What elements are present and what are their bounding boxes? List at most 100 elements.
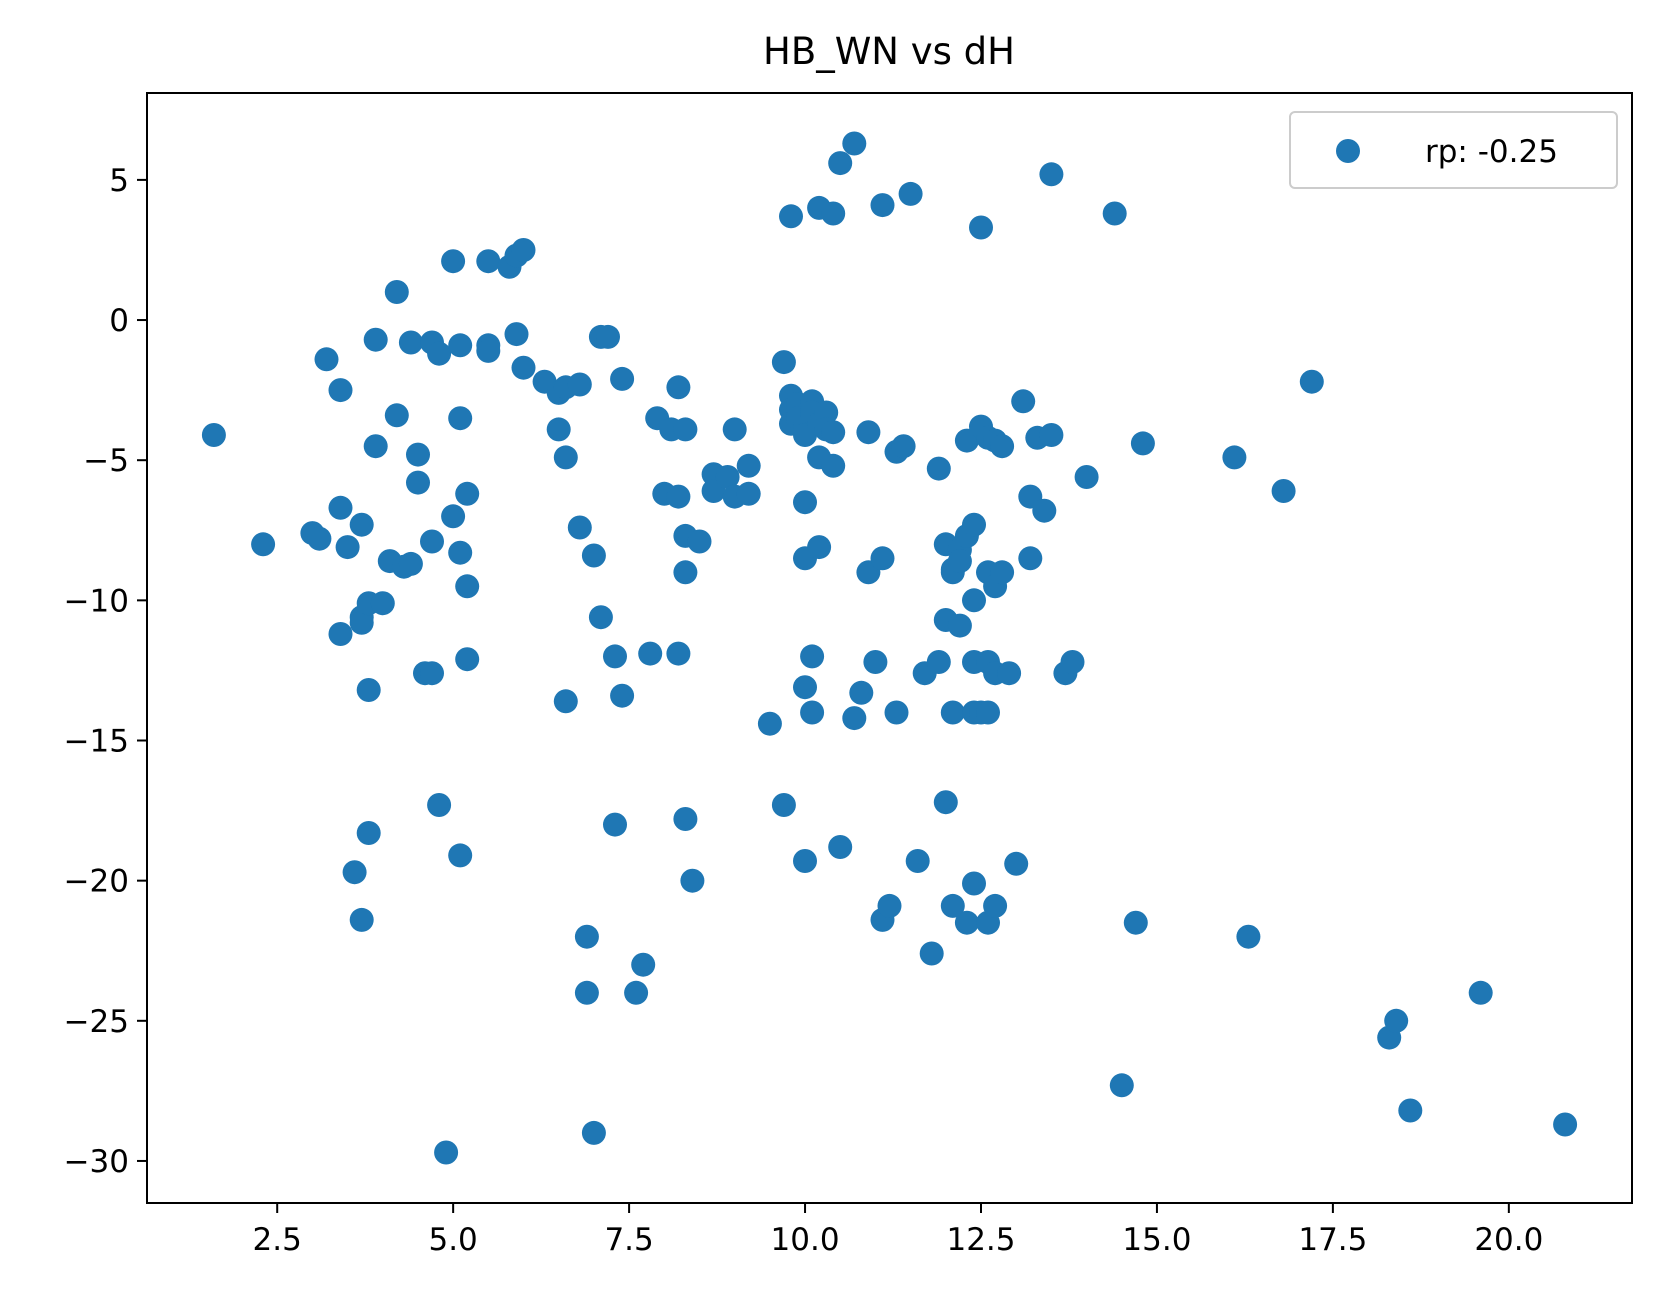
data-point [511, 355, 536, 380]
data-point [1011, 389, 1036, 414]
data-point [793, 490, 817, 515]
legend-marker [1336, 139, 1360, 163]
data-point [821, 453, 846, 478]
data-point [1102, 201, 1127, 226]
data-point [926, 456, 951, 481]
data-point [406, 442, 430, 467]
data-point [870, 546, 895, 571]
legend: rp: -0.25 [1289, 111, 1618, 189]
data-point [926, 650, 951, 674]
data-point [976, 700, 1000, 725]
data-point [828, 151, 853, 176]
data-point [1060, 650, 1085, 674]
data-point [919, 941, 944, 966]
data-point [954, 910, 979, 935]
data-point [842, 131, 867, 156]
data-point [448, 333, 473, 358]
data-point [363, 327, 388, 352]
data-point [448, 540, 473, 565]
data-point [251, 532, 276, 557]
data-point [1018, 546, 1043, 571]
data-point [722, 417, 747, 442]
data-point [1236, 924, 1261, 949]
data-point [314, 347, 339, 372]
data-point [455, 574, 480, 599]
data-point [581, 1120, 606, 1145]
legend-box [1289, 111, 1618, 189]
data-point [448, 406, 473, 431]
y-tick-label: 5 [109, 163, 129, 199]
y-tick-label: −30 [64, 1144, 129, 1180]
data-point [384, 403, 409, 428]
data-point [962, 871, 986, 896]
data-point [814, 400, 839, 425]
data-point [891, 434, 916, 459]
data-point [779, 204, 803, 229]
data-point [328, 622, 353, 646]
data-point [420, 529, 444, 554]
data-point [398, 330, 423, 355]
data-point [427, 341, 452, 366]
y-tick-label: −10 [64, 583, 129, 619]
data-point [504, 322, 529, 347]
data-point [574, 980, 599, 1005]
data-point [441, 249, 466, 274]
data-point [638, 641, 663, 666]
data-point [687, 529, 712, 554]
data-point [1222, 445, 1247, 470]
data-point [997, 661, 1022, 686]
data-point [476, 249, 501, 274]
data-point [596, 324, 620, 349]
data-point [962, 512, 986, 537]
data-point [821, 201, 846, 226]
data-point [581, 543, 606, 568]
data-point [884, 700, 909, 725]
data-point [307, 526, 332, 551]
data-point [771, 793, 796, 817]
data-point [567, 515, 592, 540]
data-point [736, 481, 761, 506]
data-point [1398, 1098, 1423, 1123]
data-point [821, 420, 846, 445]
y-tick-label: −25 [64, 1004, 129, 1040]
data-point [870, 193, 895, 218]
data-point [1074, 465, 1099, 489]
data-point [800, 644, 825, 669]
data-point [969, 215, 993, 240]
data-point [624, 980, 649, 1005]
plot-frame [146, 92, 1633, 1204]
data-point [1130, 431, 1155, 456]
data-point [983, 893, 1008, 918]
data-point [757, 711, 782, 736]
data-point [1004, 851, 1029, 876]
data-point [427, 793, 452, 817]
x-tick-label: 17.5 [1298, 1222, 1367, 1258]
data-point [1109, 1073, 1134, 1098]
data-point [434, 1140, 459, 1165]
x-tick-label: 10.0 [771, 1222, 840, 1258]
y-axis: 5 0 −5 −10 −15 −20 −25 −30 [64, 163, 147, 1180]
data-point [793, 849, 817, 873]
data-point [842, 706, 867, 731]
data-point [588, 605, 613, 630]
data-point [1468, 980, 1493, 1005]
data-point [905, 849, 930, 873]
data-point [1032, 498, 1057, 523]
x-tick-label: 12.5 [946, 1222, 1015, 1258]
data-point [476, 338, 501, 363]
data-point [666, 375, 691, 400]
data-point [441, 504, 466, 529]
points-layer [201, 131, 1578, 1165]
data-point [673, 807, 698, 831]
data-point [455, 647, 480, 672]
data-point [398, 551, 423, 576]
data-point [349, 512, 374, 537]
x-tick-label: 2.5 [253, 1222, 302, 1258]
data-point [856, 420, 881, 445]
data-point [877, 893, 902, 918]
data-point [1299, 369, 1324, 394]
data-point [553, 445, 578, 470]
data-point [363, 434, 388, 459]
data-point [1384, 1008, 1409, 1033]
data-point [1271, 479, 1296, 503]
